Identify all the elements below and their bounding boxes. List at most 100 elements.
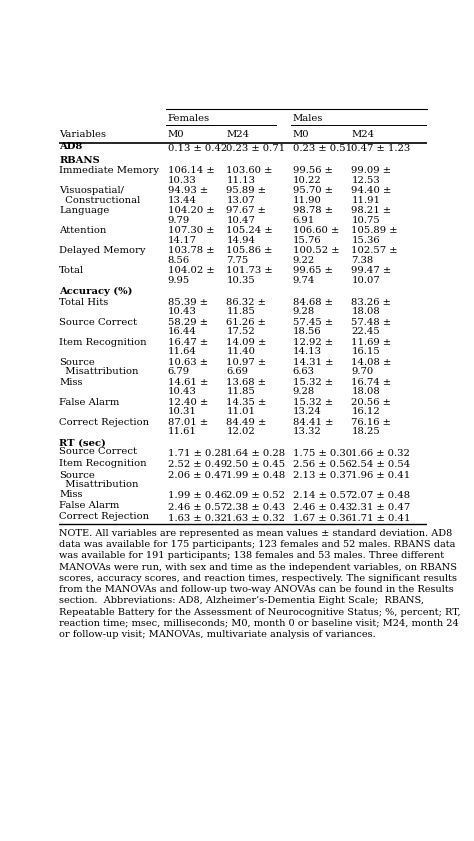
Text: 2.09 ± 0.52: 2.09 ± 0.52 xyxy=(227,491,285,500)
Text: 14.61 ±: 14.61 ± xyxy=(168,378,208,387)
Text: 11.69 ±: 11.69 ± xyxy=(351,337,392,346)
Text: 15.32 ±: 15.32 ± xyxy=(292,398,333,407)
Text: 57.48 ±: 57.48 ± xyxy=(351,318,392,326)
Text: 10.35: 10.35 xyxy=(227,276,255,284)
Text: 7.75: 7.75 xyxy=(227,256,249,265)
Text: 16.44: 16.44 xyxy=(168,327,197,336)
Text: Repeatable Battery for the Assessment of Neurocognitive Status; %, percent; RT,: Repeatable Battery for the Assessment of… xyxy=(59,608,461,616)
Text: 16.15: 16.15 xyxy=(351,346,380,356)
Text: 8.56: 8.56 xyxy=(168,256,190,265)
Text: 1.67 ± 0.36: 1.67 ± 0.36 xyxy=(292,514,351,523)
Text: RT (sec): RT (sec) xyxy=(59,438,106,447)
Text: 11.64: 11.64 xyxy=(168,346,197,356)
Text: 105.24 ±: 105.24 ± xyxy=(227,226,273,235)
Text: Immediate Memory: Immediate Memory xyxy=(59,167,159,175)
Text: 2.06 ± 0.47: 2.06 ± 0.47 xyxy=(168,471,227,480)
Text: 107.30 ±: 107.30 ± xyxy=(168,226,214,235)
Text: 12.53: 12.53 xyxy=(351,176,380,184)
Text: 2.50 ± 0.45: 2.50 ± 0.45 xyxy=(227,460,285,469)
Text: Constructional: Constructional xyxy=(59,196,140,204)
Text: 103.78 ±: 103.78 ± xyxy=(168,246,214,256)
Text: reaction time; msec, milliseconds; M0, month 0 or baseline visit; M24, month 24: reaction time; msec, milliseconds; M0, m… xyxy=(59,619,459,628)
Text: 13.32: 13.32 xyxy=(292,427,321,436)
Text: 9.95: 9.95 xyxy=(168,276,190,284)
Text: 94.40 ±: 94.40 ± xyxy=(351,187,392,195)
Text: 6.63: 6.63 xyxy=(292,367,315,376)
Text: Delayed Memory: Delayed Memory xyxy=(59,246,146,256)
Text: 6.79: 6.79 xyxy=(168,367,190,376)
Text: 85.39 ±: 85.39 ± xyxy=(168,298,208,307)
Text: scores, accuracy scores, and reaction times, respectively. The significant resul: scores, accuracy scores, and reaction ti… xyxy=(59,574,457,583)
Text: 20.56 ±: 20.56 ± xyxy=(351,398,391,407)
Text: 2.56 ± 0.56: 2.56 ± 0.56 xyxy=(292,460,351,469)
Text: Item Recognition: Item Recognition xyxy=(59,337,147,346)
Text: Source Correct: Source Correct xyxy=(59,447,137,457)
Text: 84.68 ±: 84.68 ± xyxy=(292,298,333,307)
Text: 7.38: 7.38 xyxy=(351,256,374,265)
Text: 22.45: 22.45 xyxy=(351,327,380,336)
Text: 99.65 ±: 99.65 ± xyxy=(292,267,332,275)
Text: 14.31 ±: 14.31 ± xyxy=(292,357,333,367)
Text: 0.23 ± 0.51: 0.23 ± 0.51 xyxy=(292,144,352,153)
Text: or follow-up visit; MANOVAs, multivariate analysis of variances.: or follow-up visit; MANOVAs, multivariat… xyxy=(59,630,376,639)
Text: 1.63 ± 0.32: 1.63 ± 0.32 xyxy=(168,514,227,523)
Text: 15.76: 15.76 xyxy=(292,235,321,245)
Text: Total: Total xyxy=(59,267,84,275)
Text: False Alarm: False Alarm xyxy=(59,398,119,407)
Text: 57.45 ±: 57.45 ± xyxy=(292,318,333,326)
Text: MANOVAs were run, with sex and time as the independent variables, on RBANS: MANOVAs were run, with sex and time as t… xyxy=(59,563,457,572)
Text: 6.69: 6.69 xyxy=(227,367,248,376)
Text: 104.20 ±: 104.20 ± xyxy=(168,206,214,215)
Text: M0: M0 xyxy=(292,130,309,140)
Text: 105.86 ±: 105.86 ± xyxy=(227,246,273,256)
Text: 10.33: 10.33 xyxy=(168,176,196,184)
Text: 16.12: 16.12 xyxy=(351,407,380,416)
Text: 14.13: 14.13 xyxy=(292,346,321,356)
Text: 14.94: 14.94 xyxy=(227,235,255,245)
Text: 10.22: 10.22 xyxy=(292,176,321,184)
Text: 1.64 ± 0.28: 1.64 ± 0.28 xyxy=(227,449,285,458)
Text: 16.47 ±: 16.47 ± xyxy=(168,337,208,346)
Text: Attention: Attention xyxy=(59,226,107,235)
Text: 99.09 ±: 99.09 ± xyxy=(351,167,392,175)
Text: 99.56 ±: 99.56 ± xyxy=(292,167,332,175)
Text: 106.60 ±: 106.60 ± xyxy=(292,226,339,235)
Text: 2.14 ± 0.57: 2.14 ± 0.57 xyxy=(292,491,352,500)
Text: 98.78 ±: 98.78 ± xyxy=(292,206,333,215)
Text: 9.70: 9.70 xyxy=(351,367,374,376)
Text: 103.60 ±: 103.60 ± xyxy=(227,167,273,175)
Text: False Alarm: False Alarm xyxy=(59,501,119,510)
Text: 9.22: 9.22 xyxy=(292,256,315,265)
Text: 0.23 ± 0.71: 0.23 ± 0.71 xyxy=(227,144,285,153)
Text: 18.25: 18.25 xyxy=(351,427,380,436)
Text: Misattribution: Misattribution xyxy=(59,367,139,376)
Text: 101.73 ±: 101.73 ± xyxy=(227,267,273,275)
Text: M24: M24 xyxy=(351,130,374,140)
Text: 11.61: 11.61 xyxy=(168,427,197,436)
Text: 11.85: 11.85 xyxy=(227,387,255,396)
Text: 9.28: 9.28 xyxy=(292,387,315,396)
Text: 15.36: 15.36 xyxy=(351,235,380,245)
Text: 1.75 ± 0.30: 1.75 ± 0.30 xyxy=(292,449,352,458)
Text: 16.74 ±: 16.74 ± xyxy=(351,378,392,387)
Text: 12.92 ±: 12.92 ± xyxy=(292,337,333,346)
Text: Accuracy (%): Accuracy (%) xyxy=(59,287,133,296)
Text: Variables: Variables xyxy=(59,130,106,140)
Text: 13.44: 13.44 xyxy=(168,196,197,204)
Text: 61.26 ±: 61.26 ± xyxy=(227,318,266,326)
Text: section.  Abbreviations: AD8, Alzheimer’s-Dementia Eight Scale;  RBANS,: section. Abbreviations: AD8, Alzheimer’s… xyxy=(59,596,424,606)
Text: 10.75: 10.75 xyxy=(351,215,380,225)
Text: Visuospatial/: Visuospatial/ xyxy=(59,187,124,195)
Text: 1.63 ± 0.32: 1.63 ± 0.32 xyxy=(227,514,285,523)
Text: from the MANOVAs and follow-up two-way ANOVAs can be found in the Results: from the MANOVAs and follow-up two-way A… xyxy=(59,585,454,594)
Text: 6.91: 6.91 xyxy=(292,215,315,225)
Text: 1.71 ± 0.28: 1.71 ± 0.28 xyxy=(168,449,227,458)
Text: 12.02: 12.02 xyxy=(227,427,255,436)
Text: M24: M24 xyxy=(227,130,249,140)
Text: 104.02 ±: 104.02 ± xyxy=(168,267,214,275)
Text: 14.35 ±: 14.35 ± xyxy=(227,398,267,407)
Text: 11.91: 11.91 xyxy=(351,196,380,204)
Text: Males: Males xyxy=(292,114,323,123)
Text: 11.90: 11.90 xyxy=(292,196,321,204)
Text: 9.74: 9.74 xyxy=(292,276,315,284)
